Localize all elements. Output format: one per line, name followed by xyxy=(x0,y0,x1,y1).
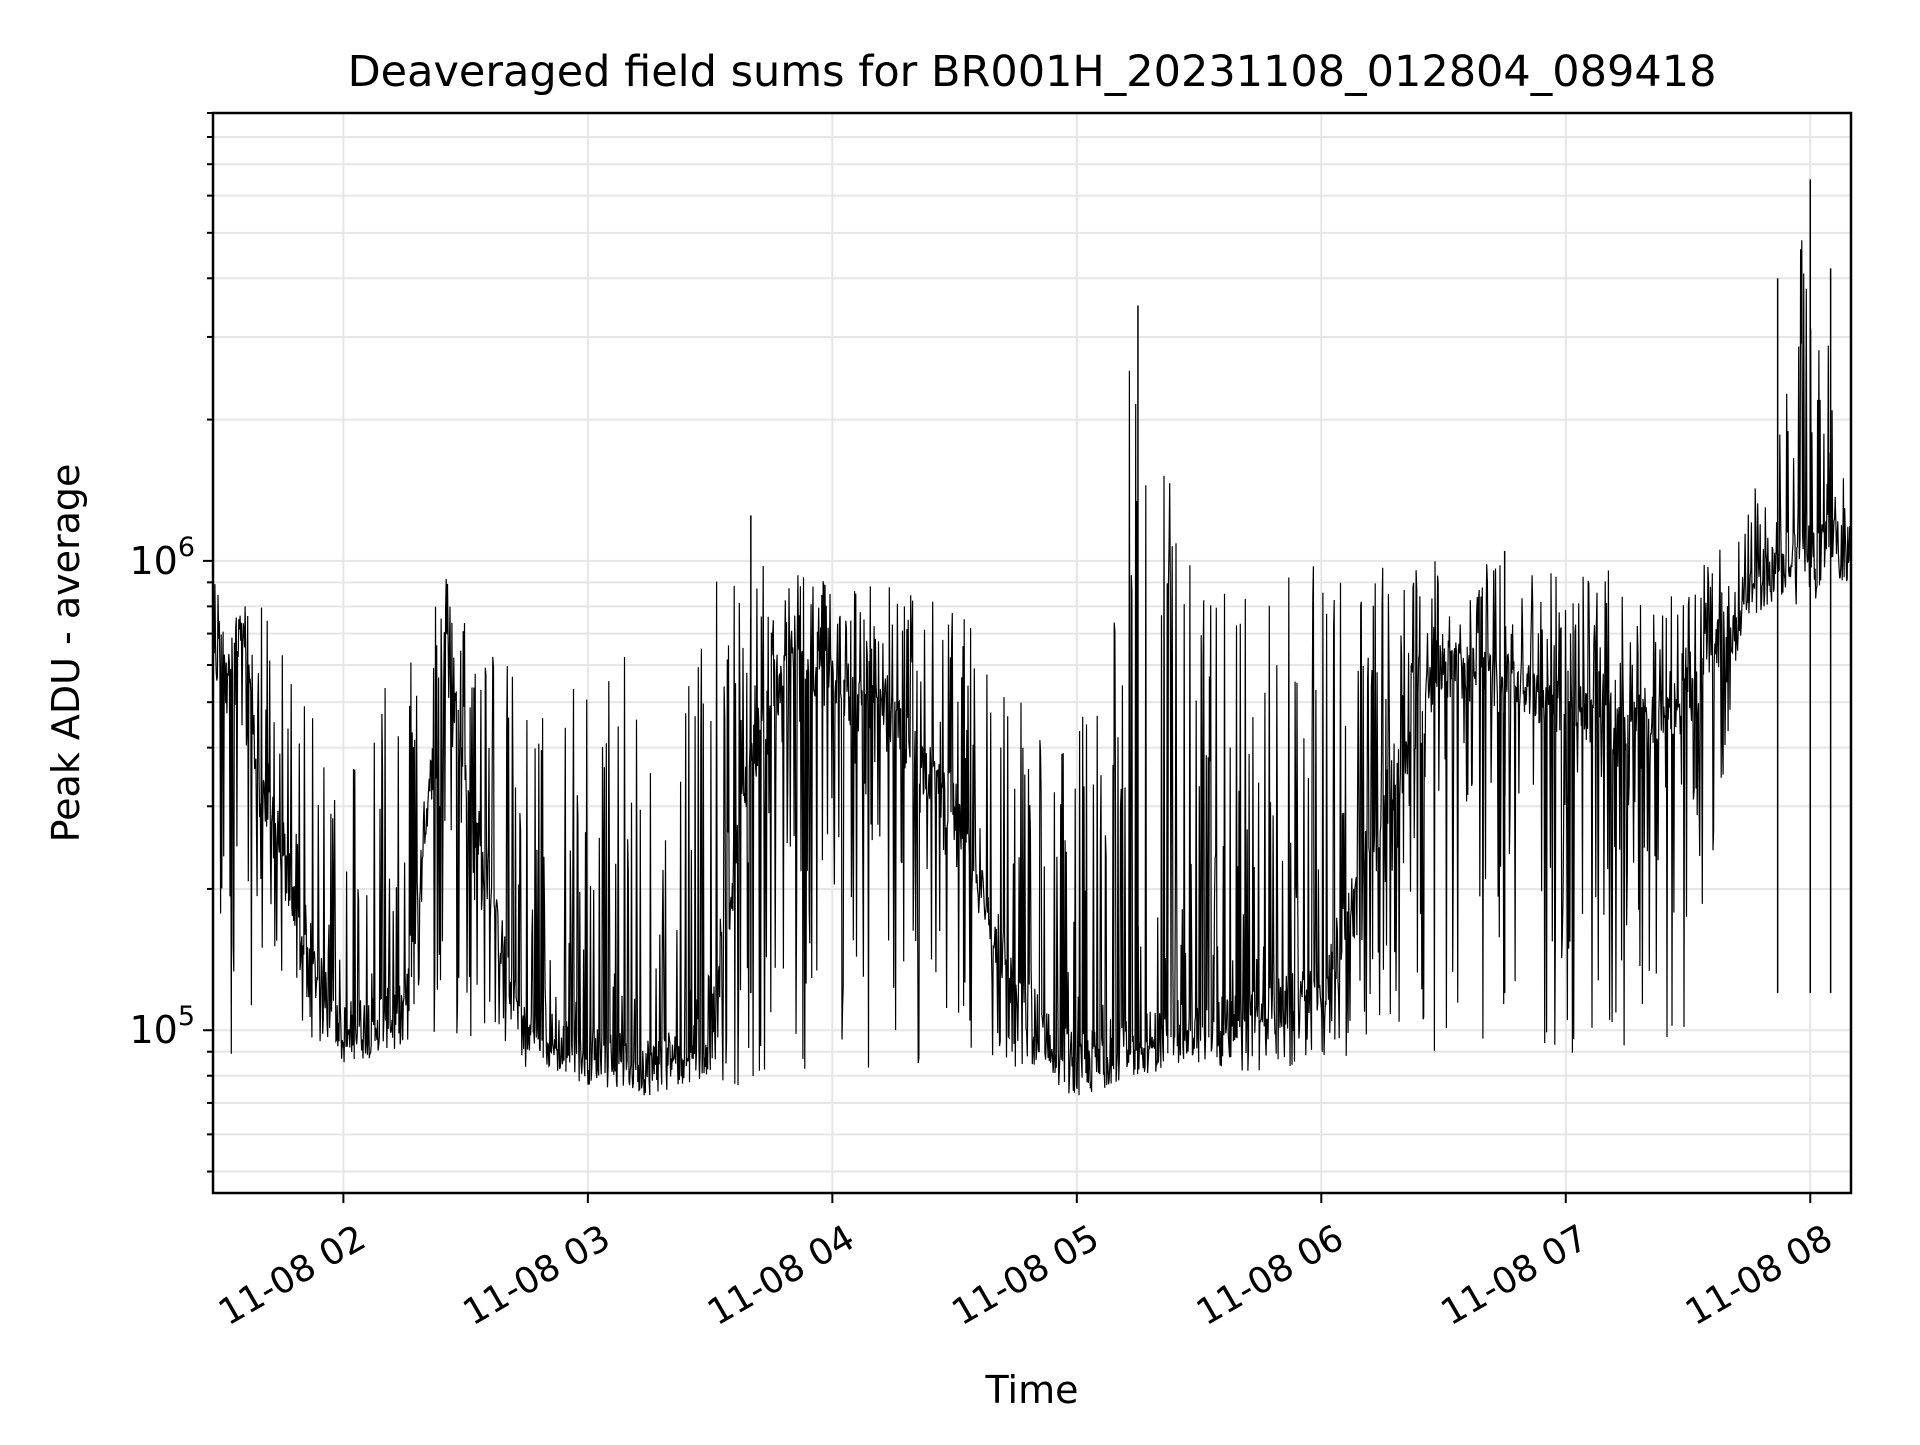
plot-frame xyxy=(211,111,1853,1195)
data-line-group xyxy=(212,179,1852,1096)
y-tick-label: 105 xyxy=(129,1001,195,1052)
x-axis-label: Time xyxy=(985,1368,1079,1412)
y-axis-label: Peak ADU - average xyxy=(44,464,88,843)
chart-title: Deaveraged field sums for BR001H_2023110… xyxy=(348,47,1717,97)
y-tick-label: 106 xyxy=(129,532,195,583)
data-series-line xyxy=(212,240,1852,1096)
